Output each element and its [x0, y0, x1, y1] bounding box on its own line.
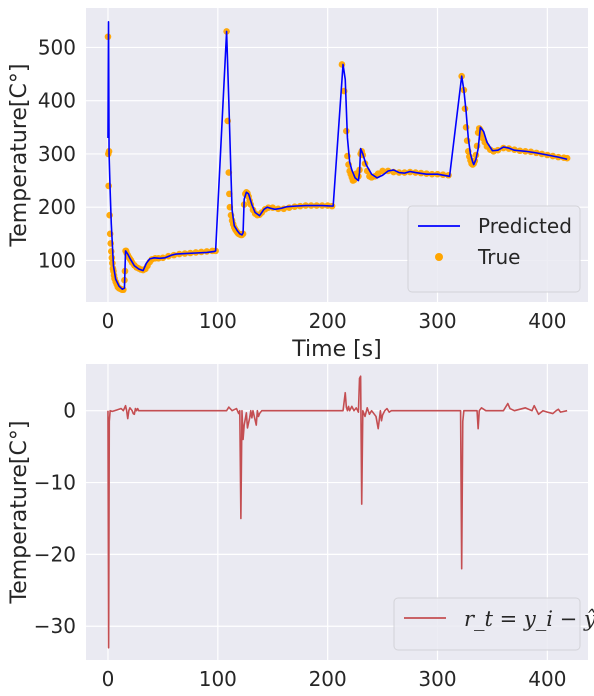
- y-tick-label: −30: [34, 614, 76, 638]
- x-tick-label: 400: [528, 667, 566, 691]
- legend-label: r_t = y_i − ŷ_i: [464, 607, 594, 631]
- x-tick-label: 400: [528, 309, 566, 333]
- legend: r_t = y_i − ŷ_i: [394, 598, 594, 650]
- legend-label: True: [477, 245, 520, 269]
- y-tick-label: 0: [63, 399, 76, 423]
- x-tick-label: 0: [102, 309, 115, 333]
- legend-point-swatch: [435, 253, 443, 261]
- y-tick-label: 200: [38, 195, 76, 219]
- x-tick-label: 100: [199, 667, 237, 691]
- chart-panel-1: 0 100 200 300 400 100 200 300 400 500 Time [s] Temp…: [7, 8, 588, 362]
- data-point: [286, 204, 293, 211]
- y-tick-label: 300: [38, 142, 76, 166]
- y-tick-label: 500: [38, 35, 76, 59]
- data-point: [105, 183, 112, 190]
- y-tick-label: −10: [34, 471, 76, 495]
- y-axis-label: Temperature[C°]: [7, 421, 32, 605]
- x-tick-label: 100: [199, 309, 237, 333]
- x-tick-label: 300: [418, 667, 456, 691]
- x-tick-label: 0: [102, 667, 115, 691]
- x-tick-label: 300: [418, 309, 456, 333]
- data-point: [106, 212, 113, 219]
- chart-panel-2: 0 100 200 300 400 −30 −20 −10 0 Temperature[C°] r_…: [7, 364, 594, 691]
- data-point: [339, 61, 346, 68]
- y-tick-label: 100: [38, 248, 76, 272]
- x-axis-label: Time [s]: [291, 337, 381, 362]
- legend: Predicted True: [408, 206, 580, 292]
- legend-label: Predicted: [478, 214, 572, 238]
- y-axis-label: Temperature[C°]: [7, 64, 32, 248]
- x-tick-label: 200: [309, 667, 347, 691]
- y-tick-label: 400: [38, 89, 76, 113]
- x-tick-label: 200: [309, 309, 347, 333]
- y-tick-label: −20: [34, 542, 76, 566]
